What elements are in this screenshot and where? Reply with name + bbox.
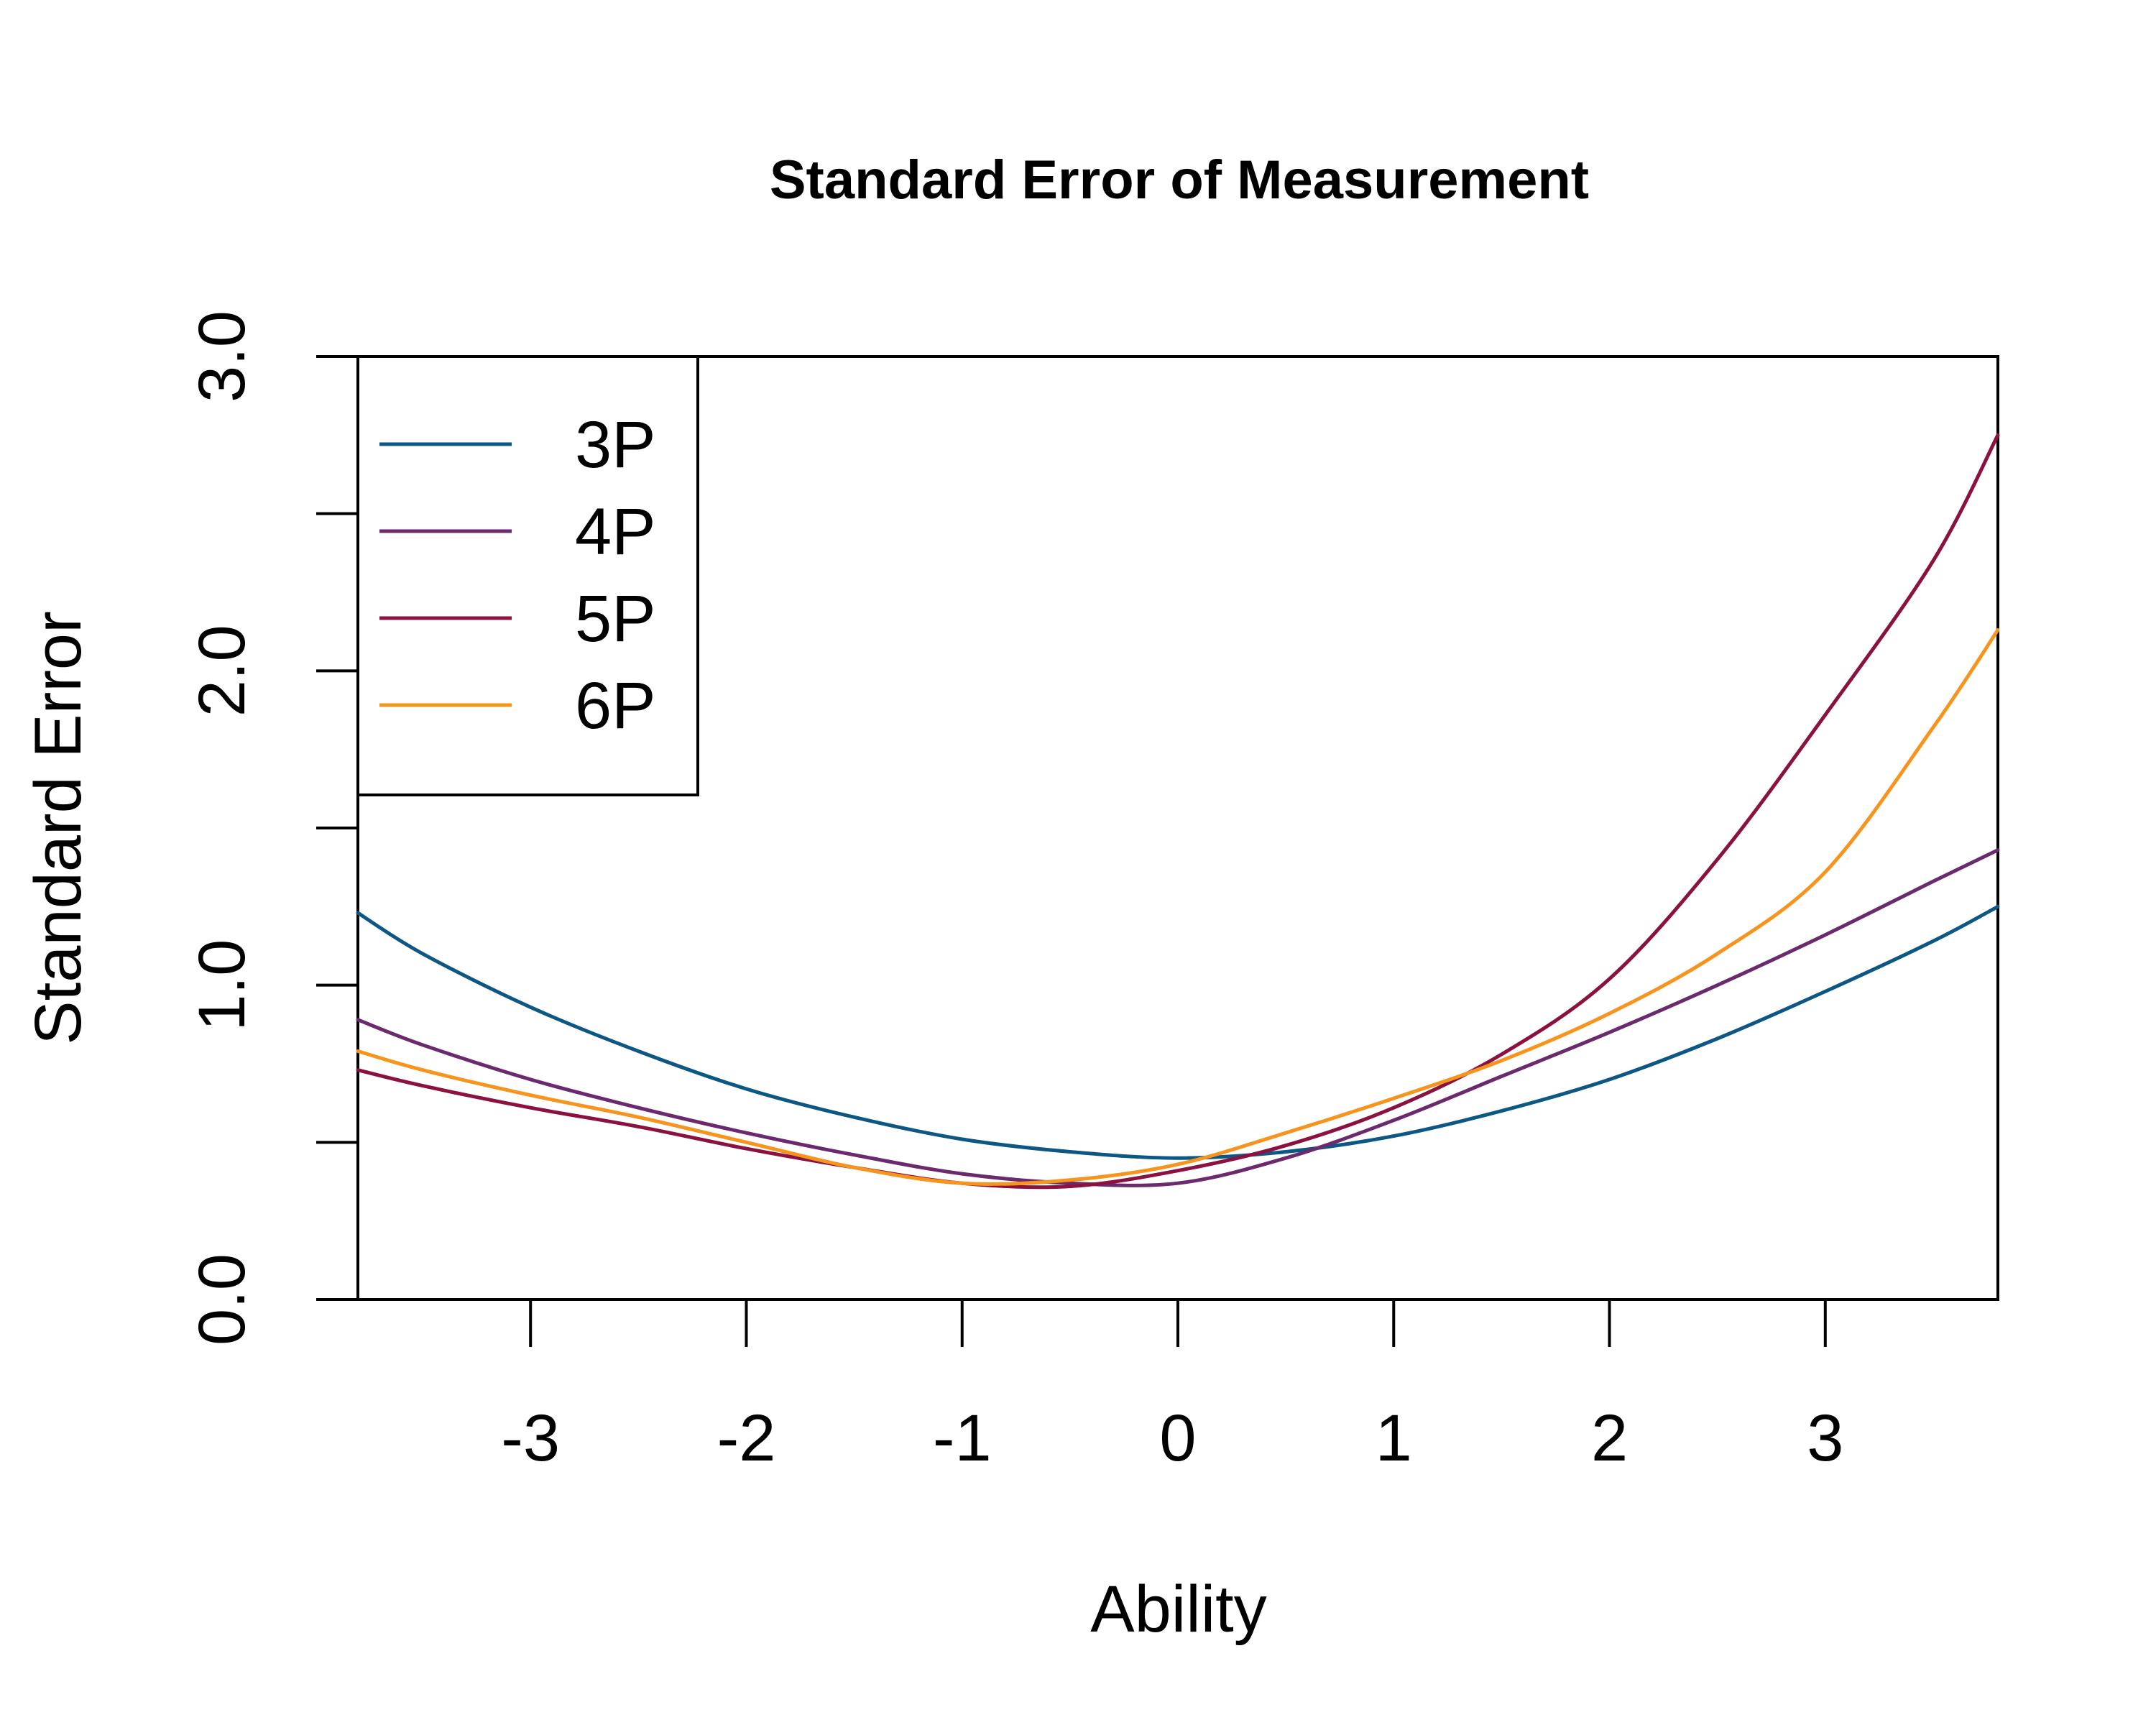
legend-label-4p: 4P — [575, 495, 656, 569]
x-tick-label: 2 — [1591, 1402, 1628, 1475]
series-line-4p — [356, 848, 2000, 1187]
x-tick-label: -2 — [717, 1402, 776, 1475]
x-tick-label: -1 — [933, 1402, 992, 1475]
series-line-3p — [356, 904, 2000, 1160]
y-axis-label: Standard Error — [22, 611, 95, 1044]
y-tick-label: 1.0 — [185, 939, 259, 1031]
x-axis: -3 -2 -1 0 1 2 3 — [501, 1300, 1843, 1475]
y-tick-label: 2.0 — [185, 625, 259, 717]
series-line-6p — [356, 628, 2000, 1186]
legend: 3P 4P 5P 6P — [356, 355, 699, 796]
y-axis: 0.0 1.0 2.0 3.0 — [185, 310, 358, 1346]
chart-title: Standard Error of Measurement — [770, 150, 1589, 211]
y-tick-label: 0.0 — [185, 1254, 259, 1346]
legend-label-3p: 3P — [575, 408, 656, 482]
y-tick-label: 3.0 — [185, 310, 259, 402]
legend-items: 3P 4P 5P 6P — [379, 408, 656, 742]
series-line-5p — [356, 433, 2000, 1190]
x-tick-label: 3 — [1807, 1402, 1843, 1475]
legend-label-6p: 6P — [575, 669, 656, 742]
x-axis-label: Ability — [1090, 1573, 1266, 1646]
x-tick-label: 1 — [1376, 1402, 1412, 1475]
legend-label-5p: 5P — [575, 582, 656, 656]
legend-box — [356, 355, 699, 796]
x-tick-label: 0 — [1159, 1402, 1196, 1475]
x-tick-label: -3 — [501, 1402, 560, 1475]
series-layer — [356, 433, 2000, 1190]
